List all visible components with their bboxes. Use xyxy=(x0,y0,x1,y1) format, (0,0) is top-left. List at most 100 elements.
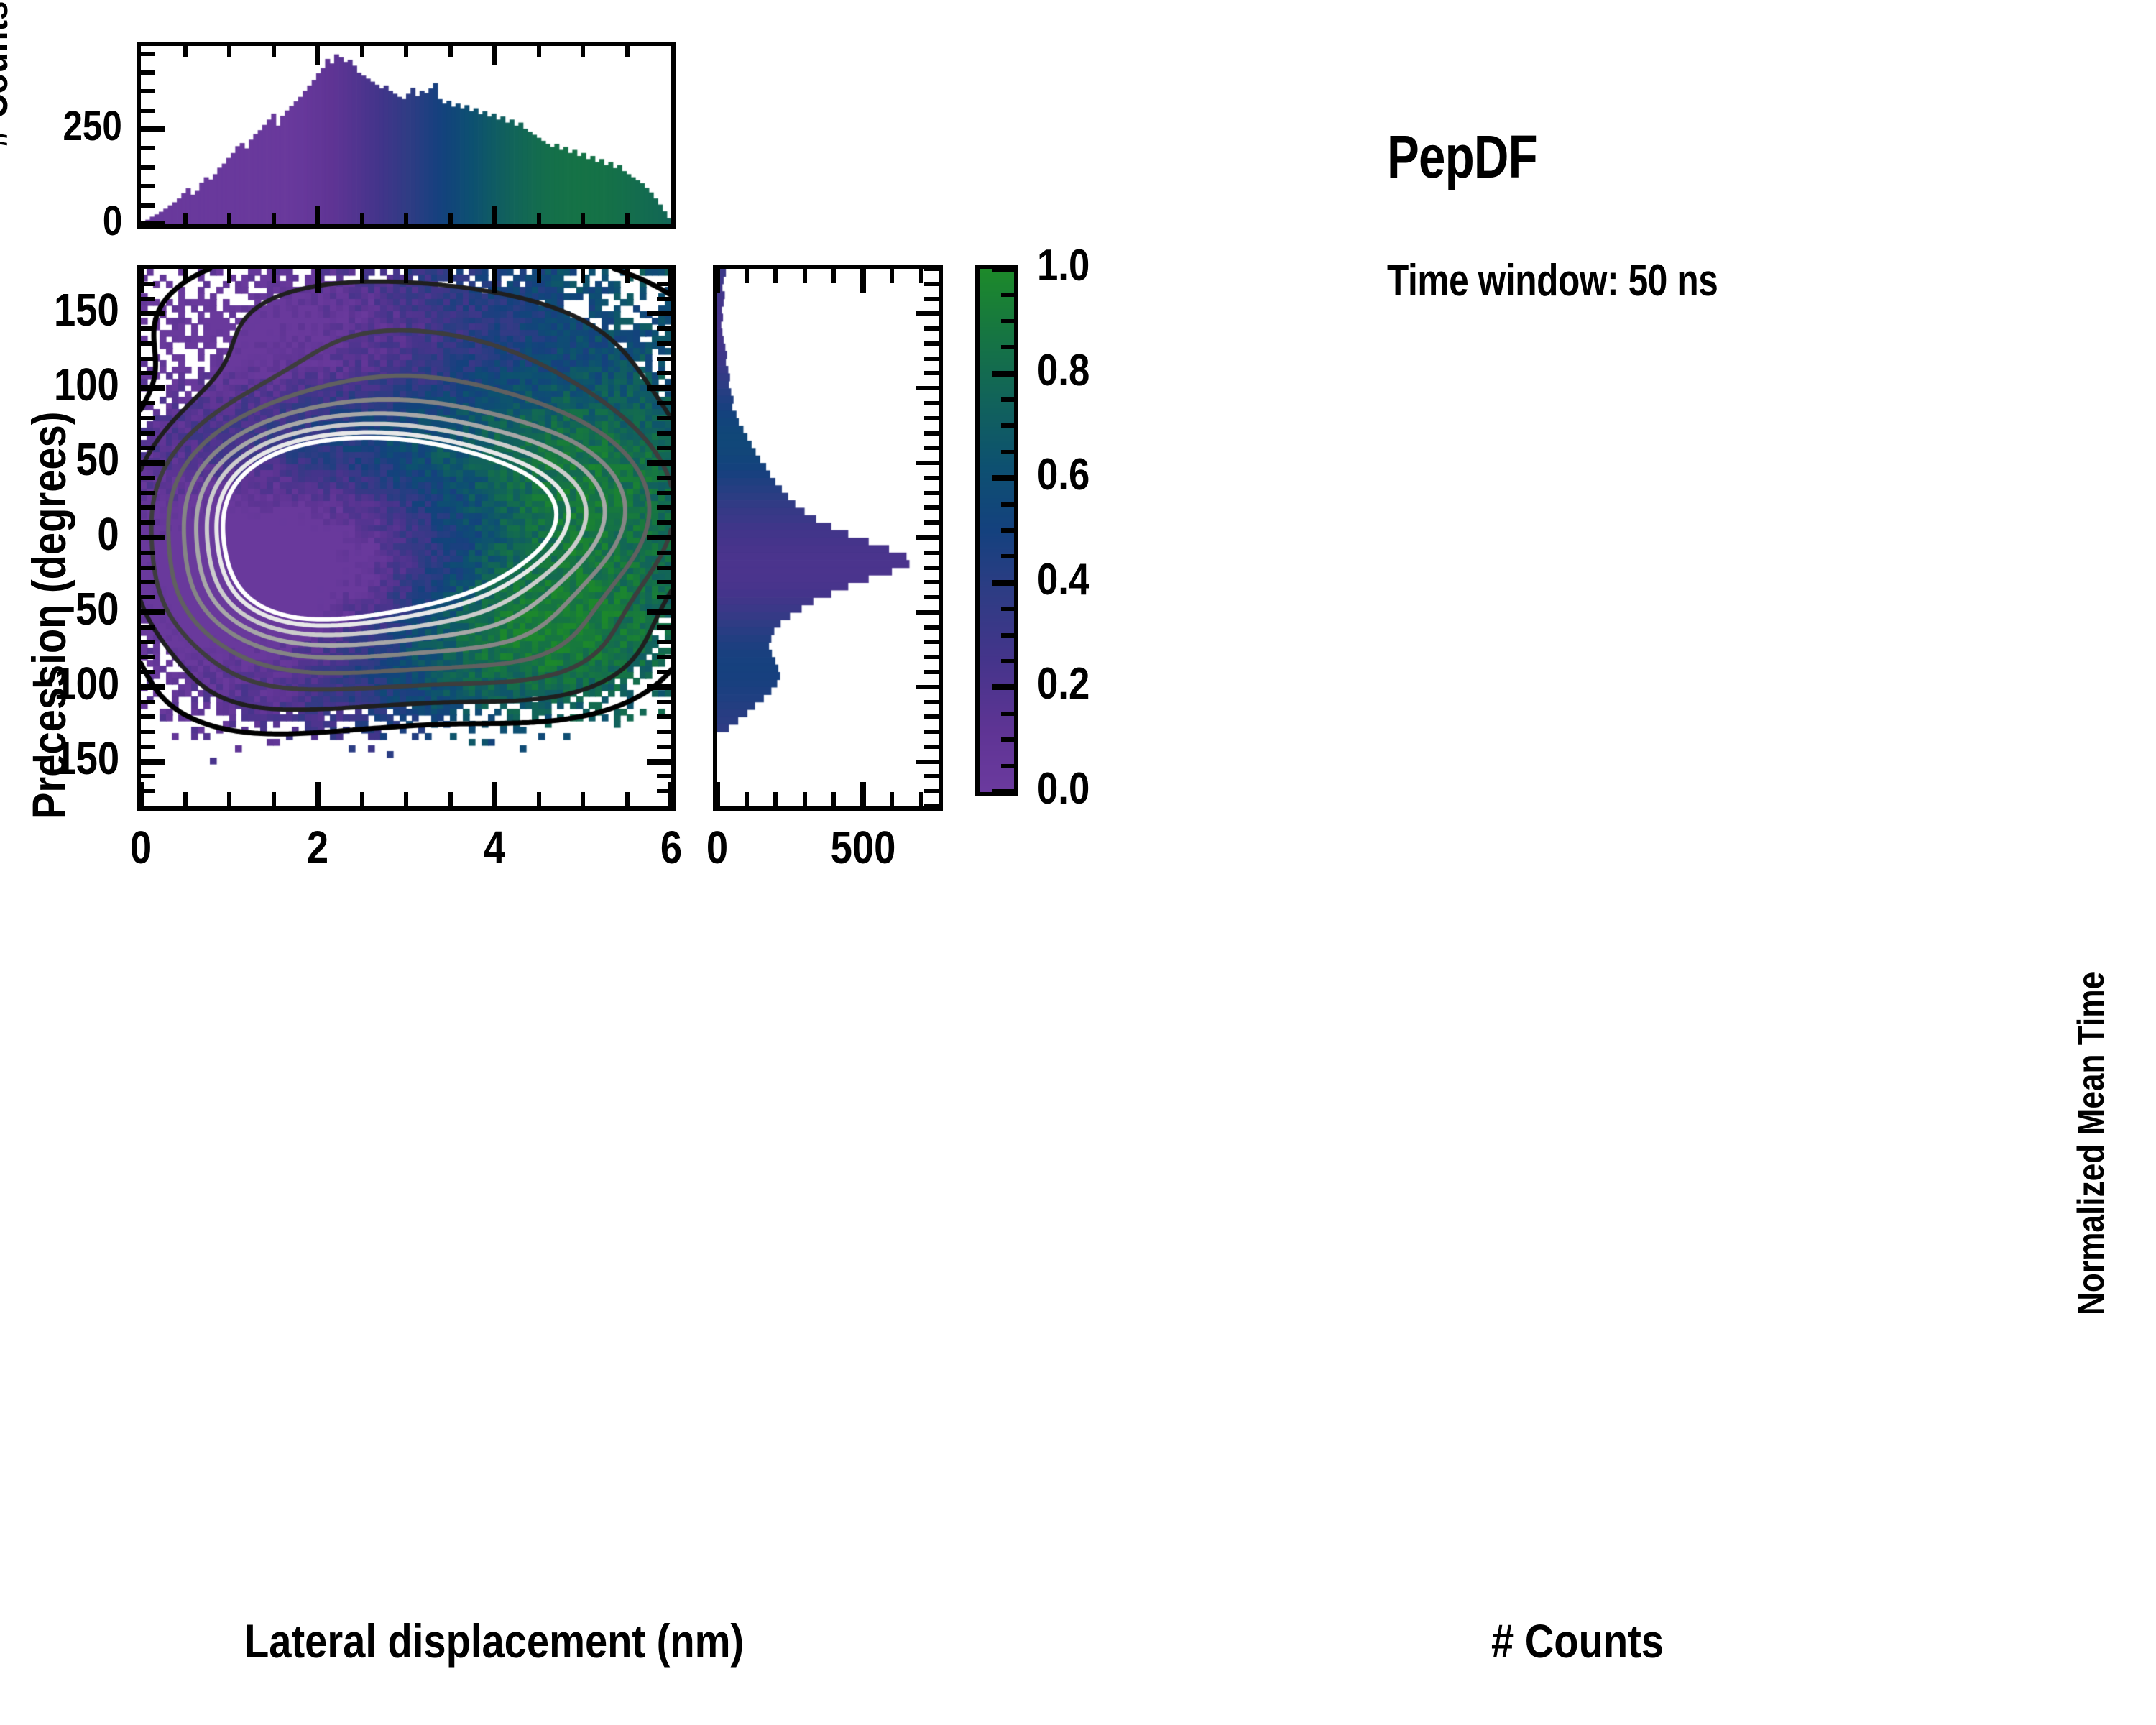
axis-tick xyxy=(141,70,155,75)
axis-tick xyxy=(141,281,155,286)
axis-tick xyxy=(647,684,671,690)
axis-tick xyxy=(657,446,671,451)
axis-tick xyxy=(647,310,671,317)
axis-tick xyxy=(916,535,939,540)
axis-tick xyxy=(581,213,585,224)
axis-tick xyxy=(536,46,541,58)
axis-tick xyxy=(1001,659,1014,663)
axis-tick xyxy=(141,184,155,189)
axis-tick xyxy=(183,792,188,806)
colorbar-tick-label: 0.0 xyxy=(1037,764,1090,814)
axis-tick xyxy=(992,579,1014,586)
axis-tick xyxy=(657,744,671,749)
axis-tick xyxy=(141,385,165,392)
axis-tick xyxy=(227,213,231,224)
axis-tick xyxy=(625,46,630,58)
axis-tick xyxy=(271,269,276,283)
axis-tick xyxy=(141,714,155,719)
right-panel-xtick-label: 0 xyxy=(706,822,729,873)
axis-tick xyxy=(141,326,155,331)
axis-tick xyxy=(404,792,408,806)
axis-tick xyxy=(924,789,939,794)
right-histogram-canvas xyxy=(717,269,939,806)
top-histogram-canvas xyxy=(141,46,671,224)
axis-tick xyxy=(141,655,155,660)
main-panel-xtick-label: 6 xyxy=(660,822,683,873)
axis-tick xyxy=(924,326,939,331)
axis-tick xyxy=(448,213,453,224)
main-panel-ytick-label: 0 xyxy=(97,508,119,560)
axis-tick xyxy=(992,266,1014,272)
top-panel-ytick-label: 250 xyxy=(63,103,122,150)
axis-tick xyxy=(141,341,155,346)
axis-tick xyxy=(647,535,671,540)
axis-tick xyxy=(657,415,671,420)
axis-tick xyxy=(657,401,671,405)
axis-tick xyxy=(657,774,671,779)
axis-tick xyxy=(141,415,155,420)
axis-tick xyxy=(492,46,497,65)
axis-tick xyxy=(141,550,155,555)
axis-tick xyxy=(918,792,923,806)
axis-tick xyxy=(448,792,453,806)
axis-tick xyxy=(1001,737,1014,742)
axis-tick xyxy=(141,356,155,361)
axis-tick xyxy=(890,792,895,806)
axis-tick xyxy=(924,640,939,645)
axis-tick xyxy=(916,610,939,615)
axis-tick xyxy=(657,431,671,436)
right-panel-xlabel: # Counts xyxy=(1491,1614,1664,1668)
axis-tick xyxy=(657,371,671,376)
axis-tick xyxy=(1001,607,1014,612)
axis-tick xyxy=(657,730,671,735)
axis-tick xyxy=(657,490,671,495)
axis-tick xyxy=(141,108,155,113)
axis-tick xyxy=(141,475,155,480)
top-marginal-histogram-panel xyxy=(137,42,676,229)
axis-tick xyxy=(916,311,939,316)
main-panel-xtick-label: 4 xyxy=(483,822,506,873)
axis-tick xyxy=(448,46,453,58)
axis-tick xyxy=(141,89,155,94)
axis-tick xyxy=(657,655,671,660)
axis-tick xyxy=(992,684,1014,691)
axis-tick xyxy=(924,655,939,660)
axis-tick xyxy=(924,371,939,376)
main-panel-ytick-label: −50 xyxy=(52,582,119,635)
axis-tick xyxy=(657,326,671,331)
axis-tick xyxy=(924,625,939,630)
axis-tick xyxy=(141,774,155,779)
axis-tick xyxy=(1001,502,1014,507)
axis-tick xyxy=(924,550,939,555)
axis-tick xyxy=(141,595,155,600)
axis-tick xyxy=(359,269,364,283)
axis-tick xyxy=(141,431,155,436)
axis-tick xyxy=(359,46,364,58)
main-panel-xtick-label: 0 xyxy=(129,822,152,873)
axis-tick xyxy=(141,580,155,585)
colorbar-tick-label: 0.8 xyxy=(1037,345,1090,395)
axis-tick xyxy=(141,203,155,208)
axis-tick xyxy=(924,356,939,361)
axis-tick xyxy=(924,341,939,346)
axis-tick xyxy=(1001,763,1014,768)
axis-tick xyxy=(860,782,866,806)
axis-tick xyxy=(647,758,671,765)
axis-tick xyxy=(831,269,837,283)
axis-tick xyxy=(581,792,585,806)
axis-tick xyxy=(581,46,585,58)
axis-tick xyxy=(924,490,939,495)
axis-tick xyxy=(924,804,939,809)
top-panel-ylabel: # Counts xyxy=(0,1,16,147)
axis-tick xyxy=(141,758,165,765)
axis-tick xyxy=(992,475,1014,482)
main-panel-ytick-label: −150 xyxy=(31,732,119,784)
axis-tick xyxy=(1001,554,1014,559)
axis-tick xyxy=(141,789,155,794)
axis-tick xyxy=(924,580,939,585)
axis-tick xyxy=(404,46,408,58)
axis-tick xyxy=(916,684,939,689)
axis-tick xyxy=(657,789,671,794)
axis-tick xyxy=(227,46,231,58)
